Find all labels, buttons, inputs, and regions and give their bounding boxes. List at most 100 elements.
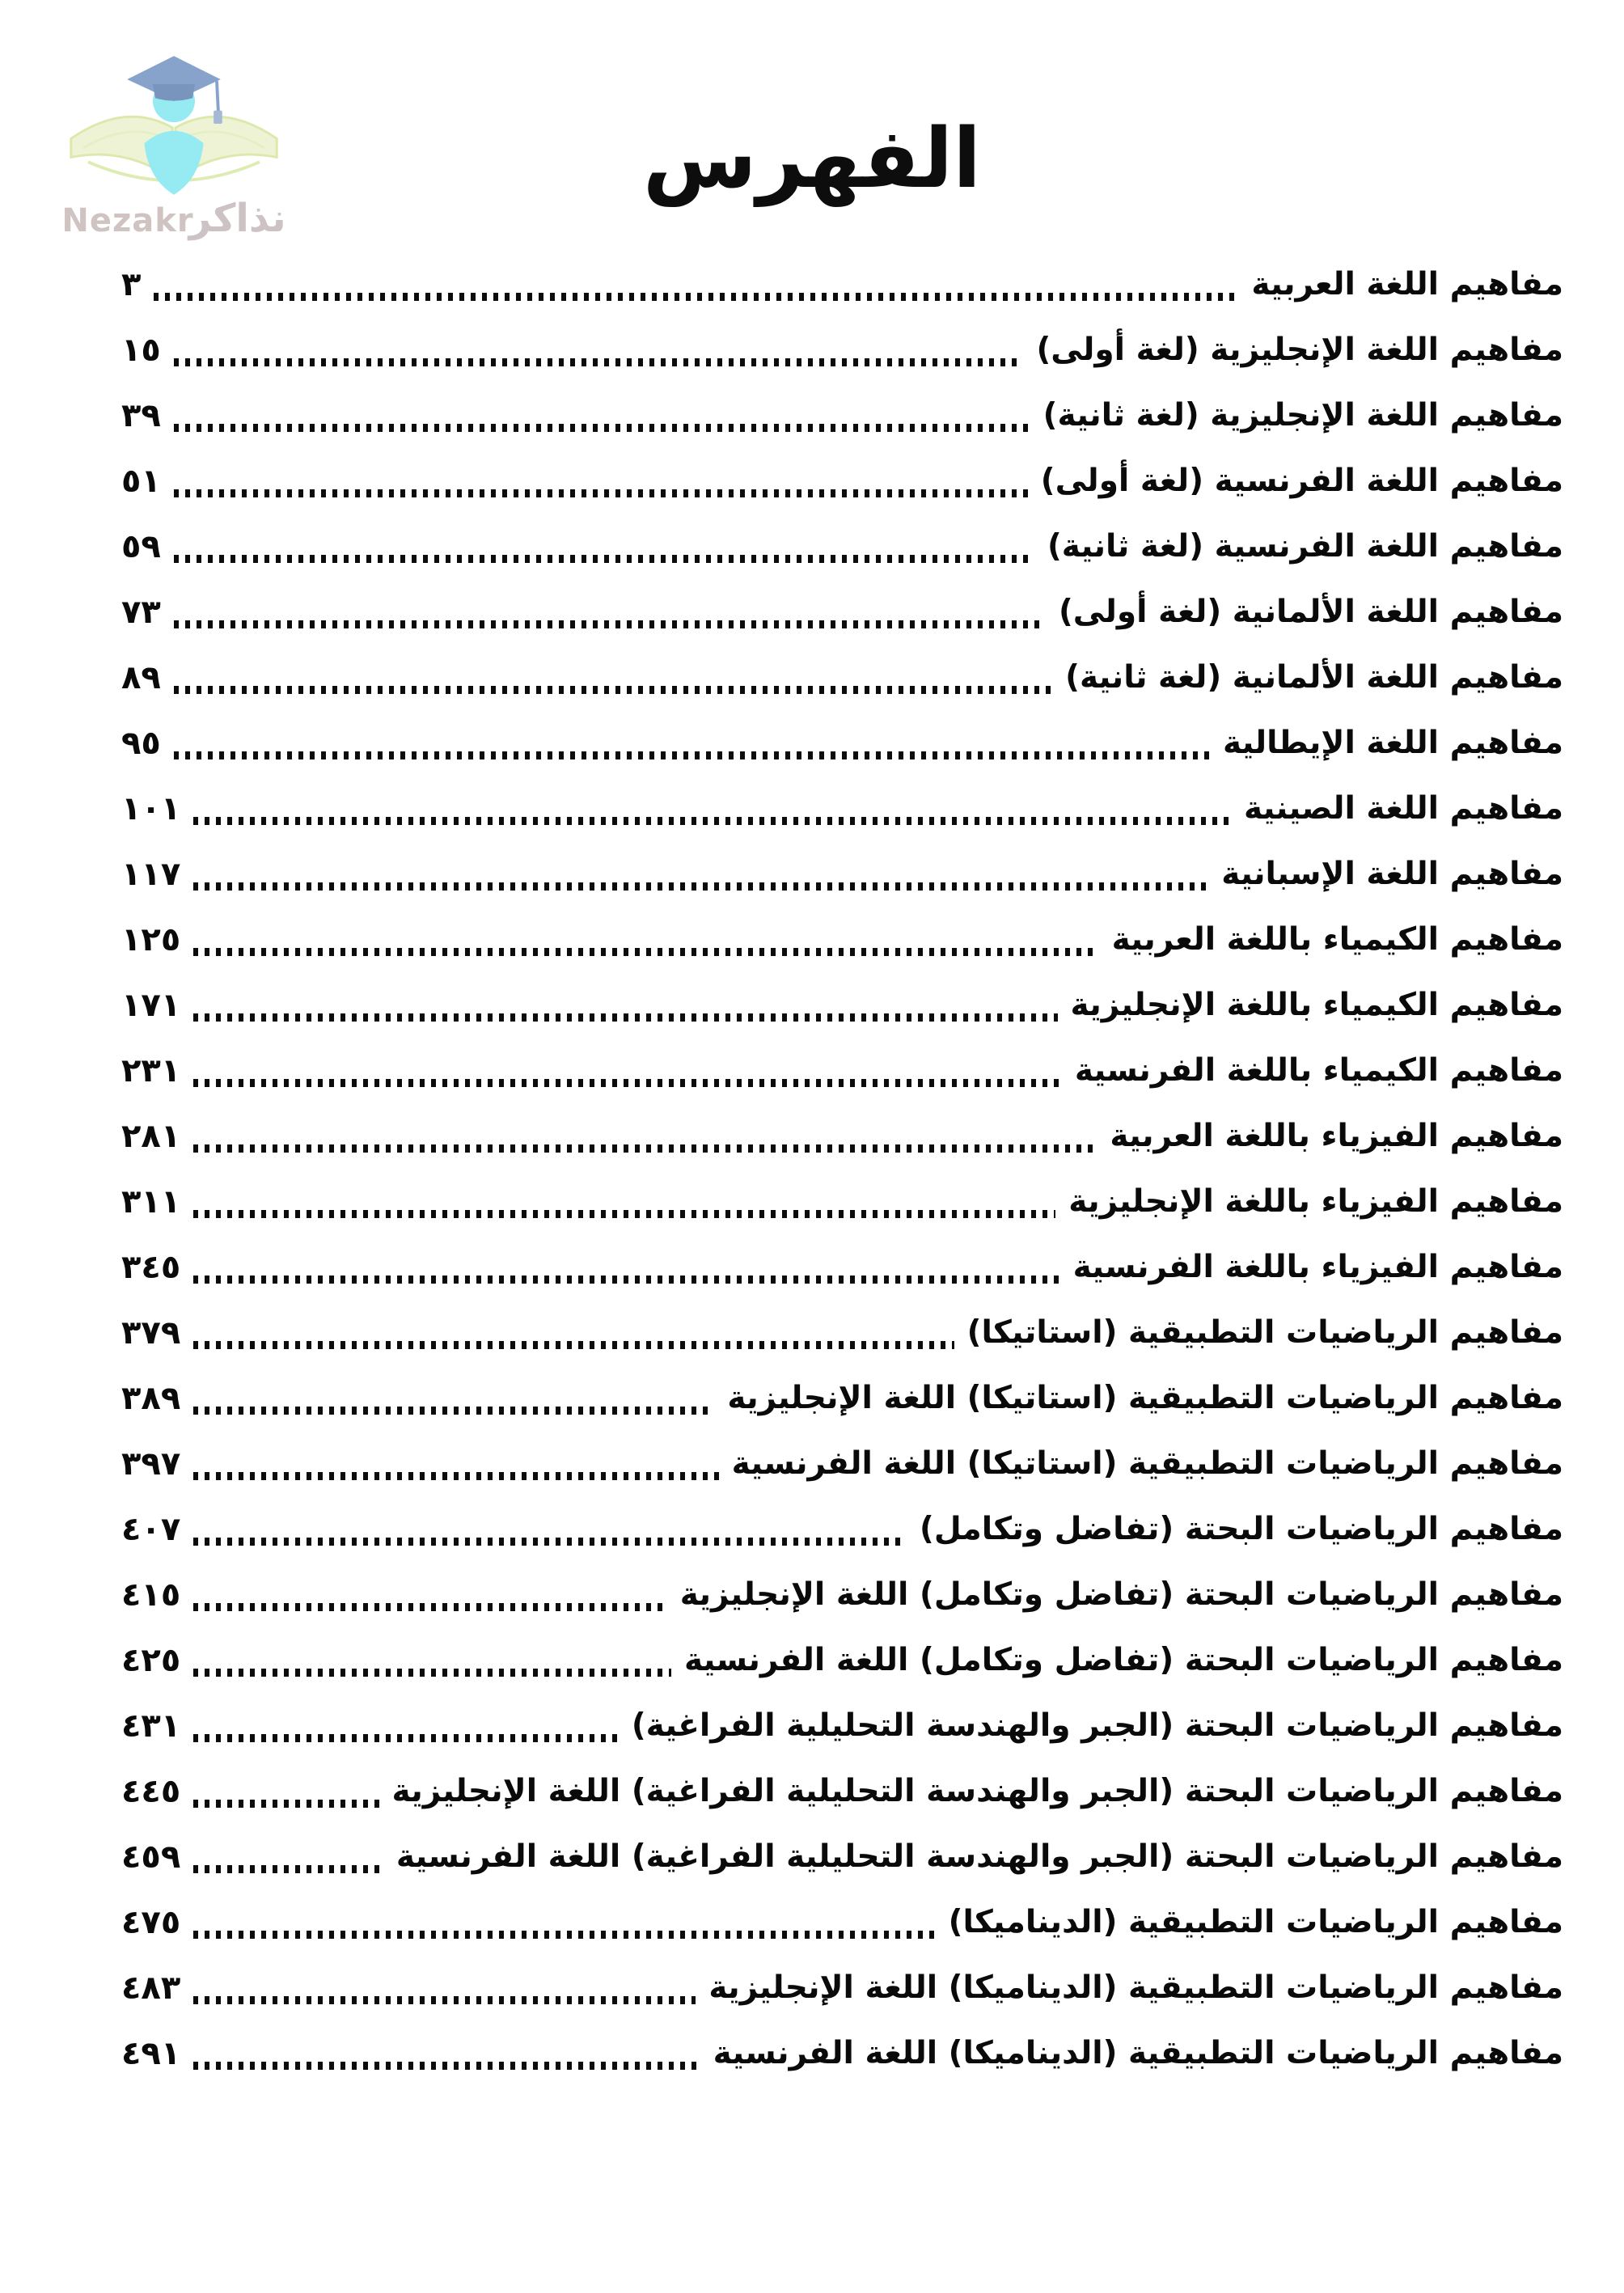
toc-entry-page-number: ٤٧٥ bbox=[121, 1903, 181, 1941]
toc-entry-title: مفاهيم اللغة الفرنسية (لغة ثانية) bbox=[1047, 528, 1563, 565]
toc-entry-title: مفاهيم اللغة الإيطالية bbox=[1222, 725, 1563, 762]
dot-leader bbox=[193, 1340, 954, 1349]
page-title: الفهرس bbox=[642, 111, 982, 207]
dot-leader bbox=[154, 292, 1239, 301]
dot-leader bbox=[193, 1144, 1097, 1153]
toc-entry-title: مفاهيم الكيمياء باللغة الإنجليزية bbox=[1070, 987, 1563, 1024]
toc-entry: مفاهيم اللغة الألمانية (لغة ثانية) ٨٩ bbox=[121, 645, 1563, 710]
toc-entry: مفاهيم اللغة الفرنسية (لغة أولى) ٥١ bbox=[121, 448, 1563, 514]
toc-entry-page-number: ٢٣١ bbox=[121, 1051, 181, 1089]
toc-entry: مفاهيم الرياضيات التطبيقية (الديناميكا) … bbox=[121, 2020, 1563, 2086]
dot-leader bbox=[173, 685, 1053, 694]
toc-entry: مفاهيم الرياضيات البحتة (تفاضل وتكامل) ا… bbox=[121, 1627, 1563, 1693]
nezakr-logo: Nezakr نذاكر bbox=[49, 39, 299, 238]
nezakr-wordmark-latin: Nezakr bbox=[61, 202, 194, 239]
toc-entry-title: مفاهيم الرياضيات البحتة (تفاضل وتكامل) ا… bbox=[684, 1642, 1563, 1679]
toc-entry: مفاهيم الرياضيات التطبيقية (استاتيكا) ال… bbox=[121, 1431, 1563, 1496]
toc-entry-title: مفاهيم الرياضيات التطبيقية (الديناميكا) … bbox=[713, 2035, 1563, 2072]
toc-entry-title: مفاهيم اللغة الألمانية (لغة أولى) bbox=[1058, 594, 1563, 631]
toc-entry-page-number: ٣٤٥ bbox=[121, 1248, 181, 1286]
toc-entry: مفاهيم الكيمياء باللغة الفرنسية ٢٣١ bbox=[121, 1038, 1563, 1103]
toc-entry-title: مفاهيم اللغة الفرنسية (لغة أولى) bbox=[1040, 463, 1563, 500]
toc-entry-page-number: ٣٨٩ bbox=[121, 1379, 181, 1417]
toc-entry-page-number: ٩٥ bbox=[121, 724, 161, 762]
toc-entry-title: مفاهيم اللغة الإنجليزية (لغة أولى) bbox=[1036, 332, 1563, 369]
toc-entry-page-number: ٤٤٥ bbox=[121, 1772, 181, 1810]
dot-leader bbox=[193, 1995, 696, 2004]
toc-entry: مفاهيم اللغة الإسبانية ١١٧ bbox=[121, 841, 1563, 907]
toc-entry-title: مفاهيم الرياضيات البحتة (الجبر والهندسة … bbox=[391, 1773, 1563, 1810]
toc-entry-title: مفاهيم الرياضيات التطبيقية (استاتيكا) ال… bbox=[731, 1445, 1563, 1483]
dot-leader bbox=[193, 1013, 1058, 1022]
toc-entry: مفاهيم الرياضيات التطبيقية (استاتيكا) ال… bbox=[121, 1365, 1563, 1431]
toc-entry: مفاهيم الرياضيات البحتة (الجبر والهندسة … bbox=[121, 1824, 1563, 1889]
dot-leader bbox=[193, 1602, 667, 1611]
dot-leader bbox=[193, 1864, 383, 1873]
toc-entry-title: مفاهيم الفيزياء باللغة الفرنسية bbox=[1072, 1249, 1563, 1286]
dot-leader bbox=[193, 2061, 700, 2070]
toc-entry-page-number: ٤٢٥ bbox=[121, 1641, 181, 1679]
dot-leader bbox=[193, 1471, 719, 1480]
toc-entry-page-number: ٧٣ bbox=[121, 593, 161, 631]
toc-entry-title: مفاهيم الكيمياء باللغة الفرنسية bbox=[1074, 1052, 1563, 1089]
toc-list: مفاهيم اللغة العربية ٣ مفاهيم اللغة الإن… bbox=[0, 252, 1624, 2086]
toc-entry: مفاهيم اللغة الإنجليزية (لغة أولى) ١٥ bbox=[121, 317, 1563, 383]
toc-entry-page-number: ٣١١ bbox=[121, 1182, 181, 1221]
toc-entry: مفاهيم اللغة الفرنسية (لغة ثانية) ٥٩ bbox=[121, 514, 1563, 579]
toc-entry: مفاهيم اللغة الصينية ١٠١ bbox=[121, 776, 1563, 841]
toc-entry: مفاهيم الرياضيات البحتة (الجبر والهندسة … bbox=[121, 1693, 1563, 1758]
nezakr-logo-icon bbox=[70, 56, 278, 195]
toc-entry: مفاهيم الكيمياء باللغة الإنجليزية ١٧١ bbox=[121, 972, 1563, 1038]
toc-entry-title: مفاهيم اللغة العربية bbox=[1251, 266, 1563, 303]
dot-leader bbox=[193, 1799, 379, 1808]
toc-entry: مفاهيم اللغة الإيطالية ٩٥ bbox=[121, 710, 1563, 776]
toc-entry-title: مفاهيم اللغة الألمانية (لغة ثانية) bbox=[1065, 659, 1563, 696]
dot-leader bbox=[193, 1733, 619, 1742]
toc-entry-page-number: ٣٩ bbox=[121, 396, 161, 434]
toc-entry: مفاهيم اللغة الإنجليزية (لغة ثانية) ٣٩ bbox=[121, 383, 1563, 448]
dot-leader bbox=[173, 489, 1028, 497]
toc-entry-page-number: ١٠١ bbox=[121, 789, 181, 827]
toc-entry: مفاهيم الفيزياء باللغة الإنجليزية ٣١١ bbox=[121, 1169, 1563, 1234]
dot-leader bbox=[173, 357, 1024, 366]
toc-entry-page-number: ١٥ bbox=[121, 331, 161, 369]
toc-entry-page-number: ٥١ bbox=[121, 462, 161, 500]
nezakr-wordmark-arabic: نذاكر bbox=[188, 196, 286, 241]
toc-entry-page-number: ٢٨١ bbox=[121, 1117, 181, 1155]
toc-entry-page-number: ٨٩ bbox=[121, 658, 161, 696]
toc-entry: مفاهيم الفيزياء باللغة الفرنسية ٣٤٥ bbox=[121, 1234, 1563, 1300]
toc-entry-title: مفاهيم الرياضيات التطبيقية (استاتيكا) bbox=[966, 1314, 1563, 1352]
toc-entry: مفاهيم الرياضيات البحتة (تفاضل وتكامل) ٤… bbox=[121, 1496, 1563, 1562]
dot-leader bbox=[193, 1930, 936, 1939]
toc-entry-title: مفاهيم الرياضيات التطبيقية (استاتيكا) ال… bbox=[727, 1380, 1563, 1417]
toc-entry-page-number: ٤٩١ bbox=[121, 2034, 181, 2072]
dot-leader bbox=[173, 423, 1030, 432]
toc-entry-page-number: ٣ bbox=[121, 265, 142, 303]
toc-entry-title: مفاهيم الرياضيات البحتة (تفاضل وتكامل) bbox=[920, 1511, 1563, 1548]
toc-entry: مفاهيم الرياضيات البحتة (الجبر والهندسة … bbox=[121, 1758, 1563, 1824]
open-book-icon bbox=[70, 115, 278, 183]
nezakr-wordmark: Nezakr نذاكر bbox=[49, 199, 299, 238]
toc-entry: مفاهيم اللغة الألمانية (لغة أولى) ٧٣ bbox=[121, 579, 1563, 645]
toc-entry-title: مفاهيم الرياضيات التطبيقية (الديناميكا) bbox=[948, 1904, 1563, 1941]
toc-entry-page-number: ٤٥٩ bbox=[121, 1838, 181, 1876]
dot-leader bbox=[193, 1209, 1056, 1218]
toc-entry: مفاهيم الفيزياء باللغة العربية ٢٨١ bbox=[121, 1103, 1563, 1169]
toc-entry: مفاهيم الرياضيات التطبيقية (استاتيكا) ٣٧… bbox=[121, 1300, 1563, 1365]
toc-entry: مفاهيم اللغة العربية ٣ bbox=[121, 252, 1563, 317]
toc-entry-title: مفاهيم اللغة الصينية bbox=[1243, 790, 1563, 827]
dot-leader bbox=[173, 554, 1034, 563]
toc-entry-page-number: ٤٨٣ bbox=[121, 1969, 181, 2007]
toc-entry: مفاهيم الرياضيات التطبيقية (الديناميكا) … bbox=[121, 1955, 1563, 2020]
toc-entry-page-number: ١٧١ bbox=[121, 986, 181, 1024]
toc-entry-page-number: ٤٠٧ bbox=[121, 1510, 181, 1548]
toc-entry-page-number: ٤٣١ bbox=[121, 1707, 181, 1745]
toc-entry-title: مفاهيم اللغة الإسبانية bbox=[1221, 856, 1563, 893]
dot-leader bbox=[193, 1275, 1060, 1284]
dot-leader bbox=[173, 751, 1210, 759]
toc-entry-title: مفاهيم اللغة الإنجليزية (لغة ثانية) bbox=[1042, 397, 1563, 434]
toc-entry: مفاهيم الرياضيات التطبيقية (الديناميكا) … bbox=[121, 1889, 1563, 1955]
dot-leader bbox=[193, 1078, 1062, 1087]
toc-entry-title: مفاهيم الكيمياء باللغة العربية bbox=[1111, 921, 1563, 958]
toc-entry: مفاهيم الكيمياء باللغة العربية ١٢٥ bbox=[121, 907, 1563, 972]
